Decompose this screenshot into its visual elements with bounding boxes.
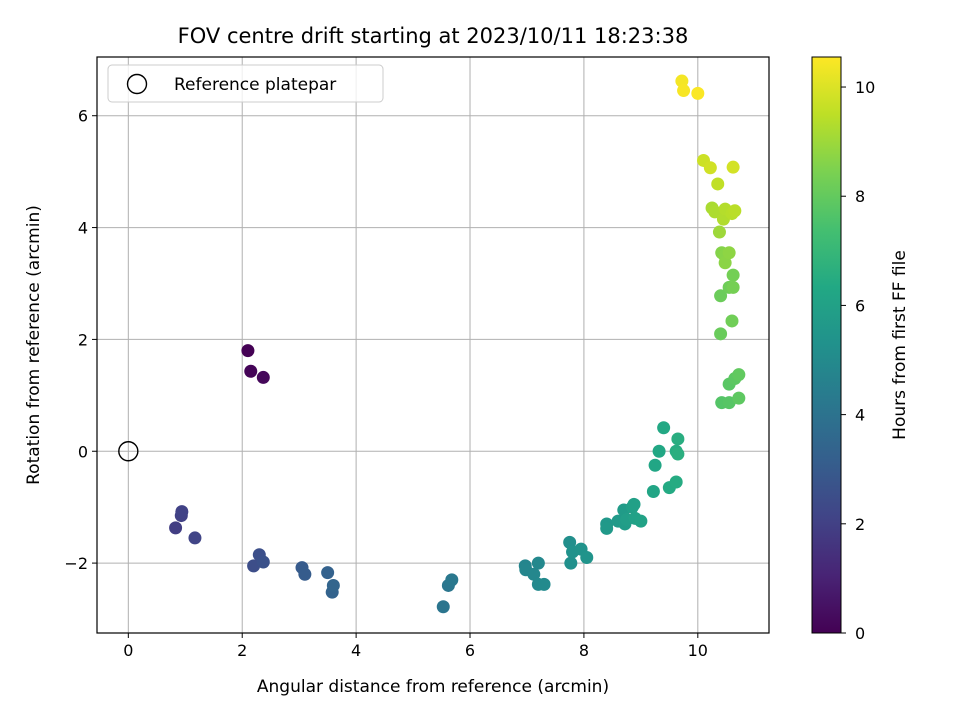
colorbar-gradient: [811, 56, 842, 634]
legend-entry-reference: Reference platepar: [174, 75, 336, 95]
data-point: [712, 225, 726, 239]
x-tick-label: 10: [688, 641, 708, 660]
legend: Reference platepar: [107, 64, 384, 103]
x-tick-label: 4: [351, 641, 361, 660]
data-point: [726, 268, 740, 282]
y-axis-ticks: −2 0 2 4 6: [64, 107, 97, 573]
data-point: [531, 556, 545, 570]
data-point: [241, 344, 255, 358]
data-point: [188, 531, 202, 545]
colorbar-tick-label: 2: [855, 515, 865, 534]
data-point: [326, 578, 340, 592]
data-point: [677, 84, 691, 98]
colorbar-tick-label: 0: [855, 624, 865, 643]
data-point: [244, 364, 258, 378]
data-point: [657, 421, 671, 435]
data-point: [527, 567, 541, 581]
data-point: [722, 396, 736, 410]
data-point: [708, 205, 722, 219]
colorbar-tick-label: 4: [855, 406, 865, 425]
data-point: [627, 497, 641, 511]
data-point: [714, 289, 728, 303]
data-point: [732, 391, 746, 405]
data-point: [722, 246, 736, 260]
x-tick-label: 6: [465, 641, 475, 660]
data-point: [175, 505, 189, 519]
data-point: [711, 177, 725, 191]
data-point: [436, 600, 450, 614]
chart-title: FOV centre drift starting at 2023/10/11 …: [178, 24, 689, 48]
data-point: [652, 444, 666, 458]
data-point: [648, 458, 662, 472]
data-point: [714, 327, 728, 341]
x-tick-label: 8: [579, 641, 589, 660]
data-point: [671, 432, 685, 446]
y-tick-label: 4: [78, 219, 88, 238]
colorbar-label: Hours from first FF file: [890, 250, 910, 440]
data-point: [646, 485, 660, 499]
legend-box: [107, 64, 384, 103]
data-point: [726, 160, 740, 174]
data-point: [669, 475, 683, 489]
x-axis-ticks: 0 2 4 6 8 10: [123, 633, 708, 660]
x-axis-label: Angular distance from reference (arcmin): [257, 677, 609, 697]
colorbar-ticks: 0 2 4 6 8 10: [841, 78, 875, 643]
plot-frame: [96, 56, 770, 634]
colorbar-tick-label: 10: [855, 78, 875, 97]
x-tick-label: 2: [237, 641, 247, 660]
y-tick-label: 0: [78, 442, 88, 461]
data-point: [321, 566, 335, 580]
data-point: [600, 521, 614, 535]
legend-marker-reference: [126, 73, 148, 95]
colorbar-tick-label: 6: [855, 296, 865, 315]
y-tick-label: 2: [78, 330, 88, 349]
reference-platepar-marker: [118, 441, 139, 462]
data-point: [298, 567, 312, 581]
y-axis-label: Rotation from reference (arcmin): [24, 205, 44, 485]
data-point: [256, 555, 270, 569]
x-tick-label: 0: [123, 641, 133, 660]
data-point: [732, 368, 746, 382]
data-point: [691, 86, 705, 100]
data-point: [728, 204, 742, 218]
data-point: [718, 256, 732, 270]
data-point: [564, 556, 578, 570]
data-point: [537, 577, 551, 591]
data-point: [169, 521, 183, 535]
data-point: [671, 447, 685, 461]
colorbar: 0 2 4 6 8 10 Hours from first FF file: [811, 56, 910, 643]
y-tick-label: 6: [78, 107, 88, 126]
data-point: [634, 514, 648, 528]
data-point: [725, 314, 739, 328]
data-point: [256, 370, 270, 384]
colorbar-tick-label: 8: [855, 187, 865, 206]
data-points: [118, 74, 746, 614]
data-point: [445, 573, 459, 587]
grid-lines: [97, 57, 769, 633]
data-point: [703, 161, 717, 175]
data-point: [726, 280, 740, 294]
y-tick-label: −2: [64, 554, 88, 573]
data-point: [580, 551, 594, 565]
